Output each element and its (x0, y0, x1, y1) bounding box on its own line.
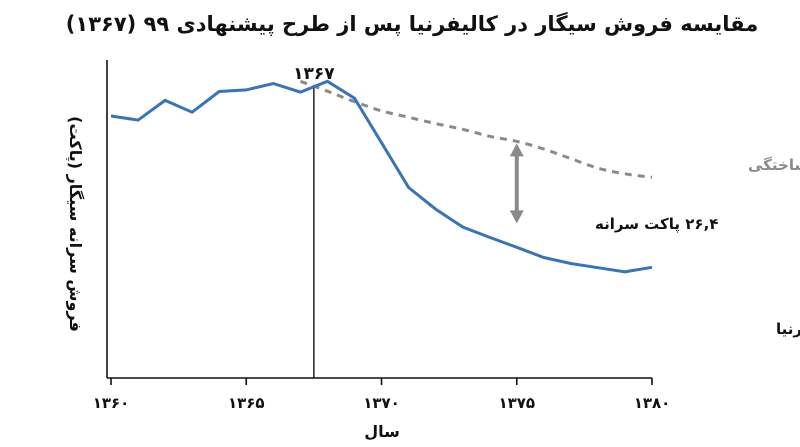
gap-annotation-label: ۲۶,۴ پاکت سرانه (595, 215, 718, 234)
actual-series-line (110, 79, 653, 274)
x-ticks: ۱۳۶۰ ۱۳۶۵ ۱۳۷۰ ۱۳۷۵ ۱۳۸۰ (93, 378, 671, 412)
x-tick-label: ۱۳۷۰ (363, 394, 400, 412)
synthetic-series-label: کالیفرنیای ساختگی (748, 156, 800, 174)
x-tick-label: ۱۳۶۰ (93, 394, 130, 412)
gap-arrow (509, 143, 524, 224)
actual-series-label: فروش واقعی در کالیفرنیا (776, 320, 800, 338)
chart-title: مقایسه فروش سیگار در کالیفرنیا پس از طرح… (66, 11, 758, 36)
x-tick-label: ۱۳۸۰ (634, 394, 671, 412)
x-tick-label: ۱۳۶۵ (228, 394, 265, 412)
x-axis-label: سال (364, 422, 400, 441)
gap-arrow-head-bottom (509, 210, 524, 224)
x-tick-label: ۱۳۷۵ (498, 394, 535, 412)
event-label: ۱۳۶۷ (293, 64, 335, 84)
synthetic-series-line (299, 79, 653, 179)
gap-arrow-head-top (509, 143, 524, 157)
y-axis-label: فروش سرانه سیگار (پاکت) (65, 116, 85, 332)
